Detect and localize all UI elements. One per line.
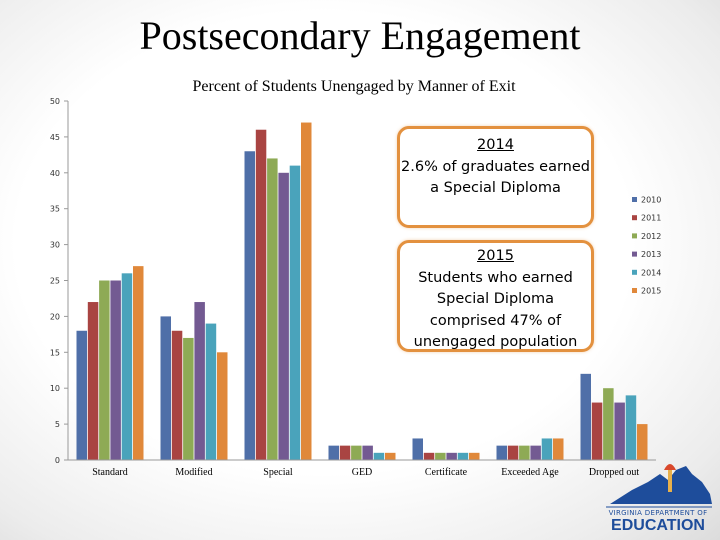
bar [328,445,339,460]
y-tick-label: 5 [55,420,60,429]
bar [435,452,446,460]
y-tick-label: 40 [50,169,60,178]
y-tick-label: 25 [50,277,60,286]
y-tick-label: 50 [50,97,60,106]
bar [301,122,312,460]
bar [244,151,255,460]
bar [385,452,396,460]
bar [614,402,625,460]
y-tick-label: 10 [50,384,60,393]
bar [469,452,480,460]
legend-swatch [632,288,637,293]
legend-label: 2012 [641,232,661,241]
x-tick-label: Dropped out [589,467,639,478]
bar [99,280,110,460]
torch-icon [664,464,676,492]
legend-swatch [632,197,637,202]
x-tick-label: Certificate [425,467,468,478]
bar [339,445,351,460]
bar [423,452,435,460]
callout-2014: 2014 2.6% of graduates earned a Special … [397,126,594,228]
bar [446,452,457,460]
logo-line1: VIRGINIA DEPARTMENT OF [609,509,708,517]
y-tick-label: 35 [50,205,60,214]
y-tick-label: 0 [55,456,60,465]
bar [171,330,183,460]
slide-title: Postsecondary Engagement [139,13,581,58]
legend-label: 2010 [641,196,661,205]
y-tick-label: 20 [50,312,60,321]
bar [133,266,144,460]
callout-text: Students who earned Special Diploma comp… [413,269,578,351]
bar [591,402,603,460]
bar [110,280,121,460]
legend-swatch [632,233,637,239]
bar [541,438,553,460]
legend-label: 2011 [641,214,661,223]
legend-label: 2015 [641,287,661,296]
bar [580,373,591,460]
x-tick-label: Standard [92,467,128,478]
chart-title: Percent of Students Unengaged by Manner … [192,78,516,95]
x-tick-label: Exceeded Age [501,467,559,478]
callout-year: 2015 [477,248,514,264]
bar [160,316,171,460]
bar [351,445,362,460]
vdoe-logo: VIRGINIA DEPARTMENT OF EDUCATION [606,464,712,534]
x-tick-label: Modified [175,467,212,478]
bar [87,302,99,460]
bar [217,352,228,460]
legend-label: 2014 [641,268,661,277]
bar [183,337,194,460]
legend-swatch [632,251,637,257]
bar [255,129,267,460]
bar [194,302,205,460]
bar [278,172,289,461]
bar [507,445,519,460]
bar [496,445,507,460]
bar [603,388,614,460]
bar [412,438,423,460]
x-tick-label: Special [263,467,293,478]
bar [530,445,541,460]
legend-swatch [632,269,637,275]
callout-2015: 2015 Students who earned Special Diploma… [397,240,594,352]
callout-year: 2014 [477,137,514,153]
y-tick-label: 30 [50,241,60,250]
bar [457,452,469,460]
bar [121,273,133,460]
bar [267,158,278,460]
bar [519,445,530,460]
bar [637,424,648,460]
legend-swatch [632,215,637,221]
bar [553,438,564,460]
logo-line2: EDUCATION [611,517,705,534]
y-tick-label: 15 [50,348,60,357]
callout-text: 2.6% of graduates earned a Special Diplo… [401,158,590,197]
y-tick-label: 45 [50,133,60,142]
legend-label: 2013 [641,250,661,259]
bar [362,445,373,460]
bar [373,452,385,460]
x-tick-label: GED [352,467,373,478]
bar [289,165,301,460]
bar [76,330,87,460]
bar [625,395,637,460]
bar [205,323,217,460]
virginia-state-icon [610,466,712,504]
